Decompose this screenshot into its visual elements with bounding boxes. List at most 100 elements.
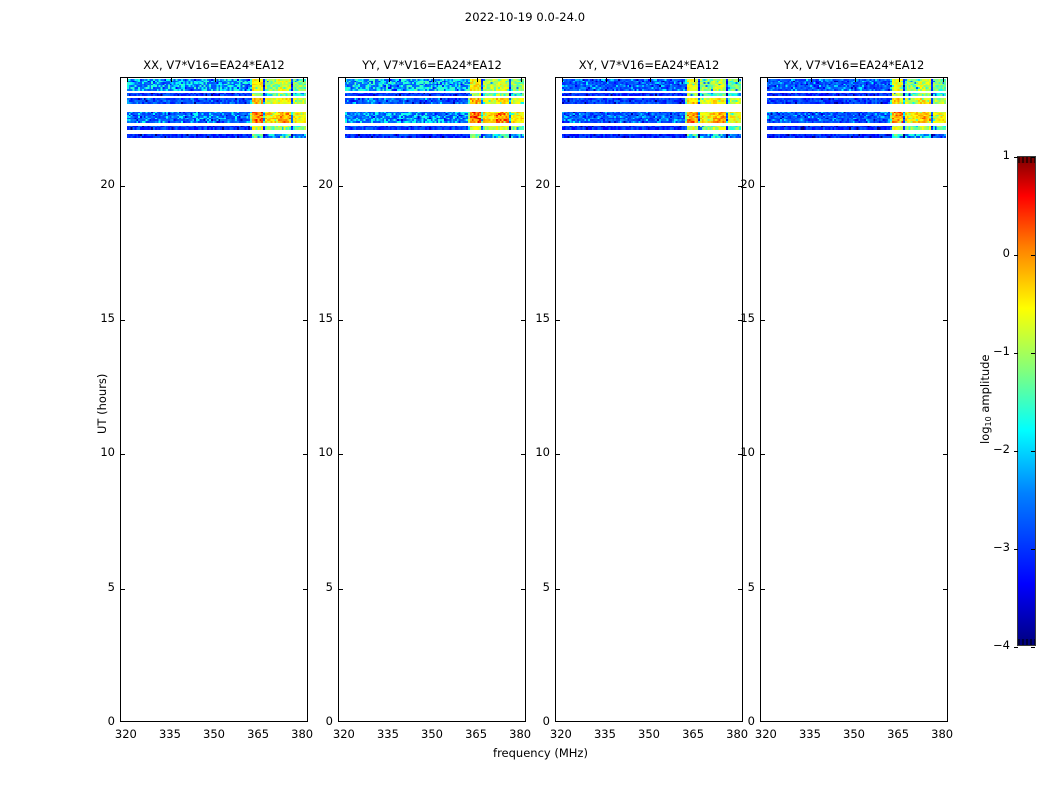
y-axis-tick bbox=[339, 319, 343, 321]
x-axis-tick-label: 380 bbox=[509, 727, 532, 741]
heatmap-row bbox=[344, 127, 525, 130]
heatmap-row bbox=[344, 80, 525, 83]
heatmap-row bbox=[561, 98, 742, 101]
x-axis-tick-label: 350 bbox=[638, 727, 660, 741]
x-axis-tick-label: 335 bbox=[798, 727, 821, 741]
heatmap-row bbox=[126, 92, 307, 95]
x-axis-tick-top bbox=[605, 78, 607, 82]
x-axis-tick bbox=[215, 721, 216, 722]
heatmap-row bbox=[344, 135, 525, 138]
x-axis-tick-label: 320 bbox=[332, 727, 355, 741]
colorbar-tick-label: −1 bbox=[993, 344, 1010, 358]
x-axis-tick-label: 320 bbox=[114, 727, 137, 741]
y-axis-tick-label: 10 bbox=[100, 445, 115, 460]
y-axis-tick-right bbox=[943, 185, 947, 187]
y-axis-tick bbox=[761, 454, 765, 456]
heatmap-row bbox=[766, 88, 947, 91]
y-axis-tick-label: 5 bbox=[325, 579, 333, 594]
y-axis-tick-right bbox=[738, 454, 742, 456]
heatmap-row bbox=[766, 127, 947, 130]
heatmap-row bbox=[126, 117, 307, 120]
y-axis-tick-right bbox=[521, 454, 525, 456]
heatmap-row bbox=[561, 135, 742, 138]
x-axis-tick-top bbox=[344, 78, 346, 82]
x-axis-tick-top bbox=[126, 78, 128, 82]
panel-title-xx: XX, V7*V16=EA24*EA12 bbox=[143, 58, 285, 72]
heatmap-row bbox=[344, 98, 525, 101]
colorbar-label-sub: 10 bbox=[984, 416, 993, 427]
heatmap-row bbox=[561, 87, 742, 90]
colorbar-label: log10 amplitude bbox=[978, 355, 993, 445]
heatmap-row bbox=[561, 119, 742, 122]
panel-title-yx: YX, V7*V16=EA24*EA12 bbox=[783, 58, 925, 72]
colorbar-tick-inner bbox=[1031, 255, 1035, 256]
heatmap-row bbox=[344, 133, 525, 137]
heatmap-row bbox=[344, 120, 525, 123]
x-axis-tick-top bbox=[855, 78, 856, 82]
x-axis-tick-label: 380 bbox=[931, 727, 954, 741]
heatmap-row bbox=[766, 135, 947, 138]
x-axis-tick bbox=[943, 721, 944, 722]
x-axis-tick-label: 320 bbox=[754, 727, 777, 741]
heatmap-row bbox=[766, 101, 947, 105]
heatmap-row bbox=[126, 83, 307, 87]
heatmap-row bbox=[126, 101, 307, 105]
y-axis-tick-label: 0 bbox=[107, 714, 115, 728]
y-axis-tick-label: 15 bbox=[740, 310, 755, 325]
heatmap-row bbox=[561, 117, 742, 120]
heatmap-row bbox=[561, 101, 742, 105]
x-axis-tick-label: 365 bbox=[887, 727, 910, 741]
y-axis-tick-label: 0 bbox=[747, 714, 755, 728]
colorbar-tick-inner bbox=[1031, 353, 1035, 354]
x-axis-tick-top bbox=[738, 78, 740, 82]
plot-panel-yx bbox=[760, 77, 948, 722]
x-axis-tick-top bbox=[766, 78, 768, 82]
heatmap-row bbox=[126, 119, 307, 122]
x-axis-tick-label: 335 bbox=[158, 727, 181, 741]
colorbar-tick-inner bbox=[1031, 157, 1035, 158]
colorbar-tick-label: 1 bbox=[1002, 148, 1010, 162]
y-axis-tick-right bbox=[521, 319, 525, 321]
x-axis-tick bbox=[694, 721, 695, 722]
colorbar-tick-label: 0 bbox=[1002, 246, 1010, 260]
colorbar-label-suffix: amplitude bbox=[978, 354, 992, 417]
x-axis-tick-top bbox=[303, 78, 305, 82]
x-axis-tick-label: 335 bbox=[376, 727, 399, 741]
heatmap-row bbox=[561, 79, 742, 82]
x-axis-tick bbox=[171, 721, 172, 722]
x-axis-tick bbox=[650, 721, 651, 722]
colorbar-tick bbox=[1014, 549, 1018, 550]
x-axis-tick-label: 365 bbox=[465, 727, 488, 741]
heatmap-row bbox=[344, 111, 525, 114]
heatmap-row bbox=[344, 116, 525, 119]
heatmap-row bbox=[561, 111, 742, 114]
x-axis-tick-label: 335 bbox=[593, 727, 616, 741]
y-axis-tick-right bbox=[521, 588, 525, 590]
x-axis-tick-label: 365 bbox=[682, 727, 705, 741]
colorbar-tick-label: −2 bbox=[993, 442, 1010, 456]
heatmap-row bbox=[344, 79, 525, 82]
x-axis-tick-top bbox=[521, 78, 523, 82]
heatmap-row bbox=[344, 125, 525, 129]
heatmap-row bbox=[766, 85, 947, 88]
panel-title-yy: YY, V7*V16=EA24*EA12 bbox=[362, 58, 502, 72]
heatmap-row bbox=[561, 94, 742, 97]
y-axis-tick-label: 10 bbox=[318, 445, 333, 460]
x-axis-tick bbox=[389, 721, 390, 722]
y-axis-label: UT (hours) bbox=[95, 373, 109, 434]
heatmap-row bbox=[766, 120, 947, 123]
y-axis-tick-label: 20 bbox=[318, 176, 333, 191]
y-axis-tick bbox=[339, 185, 343, 187]
colorbar-tick-label: −3 bbox=[993, 540, 1010, 554]
colorbar-over-extend bbox=[1018, 157, 1035, 163]
heatmap-row bbox=[126, 87, 307, 90]
y-axis-tick-label: 15 bbox=[535, 310, 550, 325]
heatmap-row bbox=[344, 92, 525, 95]
heatmap-row bbox=[126, 120, 307, 123]
heatmap-row bbox=[561, 127, 742, 130]
heatmap-row bbox=[561, 113, 742, 116]
y-axis-tick bbox=[761, 588, 765, 590]
heatmap-row bbox=[126, 80, 307, 83]
y-axis-tick-label: 10 bbox=[740, 445, 755, 460]
